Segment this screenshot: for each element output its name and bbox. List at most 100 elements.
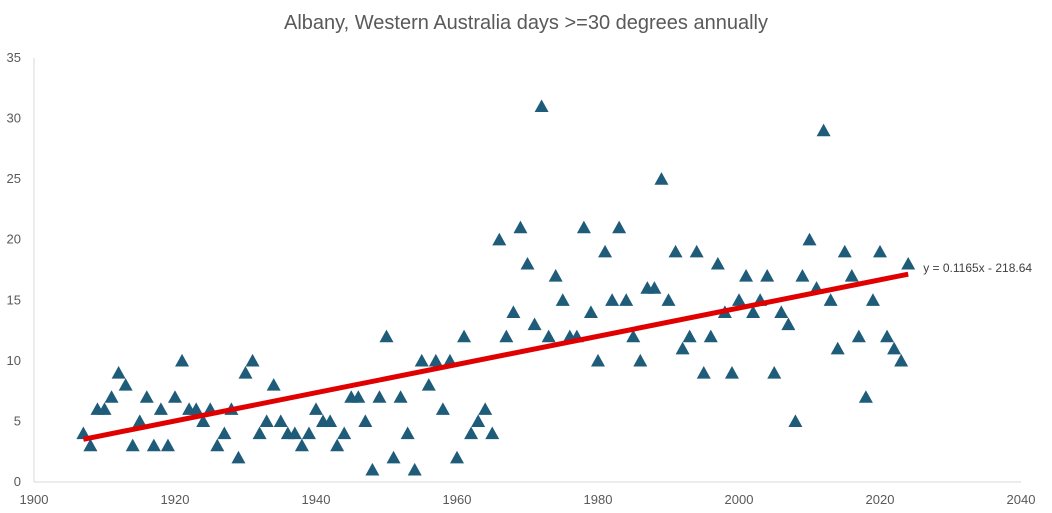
data-point — [189, 402, 204, 415]
data-point — [287, 426, 302, 440]
data-point — [379, 329, 394, 343]
data-point — [478, 402, 493, 415]
data-point — [393, 390, 408, 403]
data-point — [851, 329, 866, 343]
data-point — [661, 293, 676, 306]
data-point — [703, 329, 718, 343]
data-point — [259, 414, 274, 428]
data-point — [421, 378, 436, 391]
data-point — [125, 438, 140, 452]
data-point — [266, 378, 281, 391]
data-point — [548, 269, 563, 282]
data-point — [654, 172, 669, 185]
data-point — [865, 293, 880, 306]
data-point — [598, 244, 613, 258]
y-tick-label: 25 — [7, 171, 21, 186]
data-point — [238, 365, 253, 379]
data-point — [746, 305, 761, 318]
data-point — [816, 123, 831, 137]
data-point — [619, 293, 634, 306]
data-point — [132, 414, 147, 428]
data-point — [830, 341, 845, 355]
chart-title: Albany, Western Australia days >=30 degr… — [283, 12, 768, 34]
data-point — [104, 390, 119, 403]
data-point — [330, 438, 345, 452]
data-point — [710, 256, 725, 270]
data-point — [337, 426, 352, 440]
y-tick-labels: 0 5 10 15 20 25 30 35 — [7, 50, 21, 489]
data-point — [435, 402, 450, 415]
data-point — [464, 426, 479, 440]
trendline-equation: y = 0.1165x - 218.64 — [923, 261, 1032, 275]
y-tick-label: 5 — [14, 413, 21, 428]
data-point — [605, 293, 620, 306]
data-point — [294, 438, 309, 452]
data-point — [788, 414, 803, 428]
data-point — [858, 390, 873, 403]
data-point — [153, 402, 168, 415]
data-point — [633, 353, 648, 367]
data-point — [802, 232, 817, 246]
data-point — [309, 402, 323, 415]
data-point — [583, 305, 598, 318]
y-tick-label: 30 — [7, 111, 21, 126]
data-point — [210, 438, 225, 452]
data-point — [647, 281, 662, 294]
data-point — [837, 244, 852, 258]
y-tick-label: 15 — [7, 292, 21, 307]
data-point — [576, 220, 591, 234]
x-tick-label: 2040 — [1007, 492, 1036, 507]
data-point — [760, 269, 775, 282]
data-point — [513, 220, 528, 234]
data-point — [626, 329, 641, 343]
data-point — [372, 390, 387, 403]
data-point — [118, 378, 133, 391]
data-point — [873, 244, 887, 258]
x-tick-label: 1920 — [161, 492, 190, 507]
data-point — [175, 353, 190, 367]
x-tick-label: 1940 — [302, 492, 331, 507]
data-point — [591, 353, 605, 367]
data-point — [301, 426, 316, 440]
data-point — [245, 353, 260, 367]
data-point — [450, 450, 464, 464]
data-point — [739, 269, 754, 282]
x-tick-label: 1960 — [443, 492, 472, 507]
data-point — [168, 390, 182, 403]
data-point — [83, 438, 98, 452]
data-point — [351, 390, 366, 403]
data-point — [527, 317, 542, 331]
trendline — [82, 271, 909, 442]
data-point — [506, 305, 521, 318]
data-point — [668, 244, 683, 258]
data-point — [400, 426, 415, 440]
data-point — [555, 293, 570, 306]
data-point — [901, 256, 916, 270]
data-point — [844, 269, 859, 282]
data-point — [696, 365, 711, 379]
data-point — [774, 305, 789, 318]
data-point — [823, 293, 838, 306]
data-point — [252, 426, 267, 440]
y-tick-label: 0 — [14, 474, 21, 489]
y-tick-label: 35 — [7, 50, 21, 65]
data-point — [365, 462, 380, 476]
data-point — [485, 426, 500, 440]
x-tick-label: 2000 — [725, 492, 754, 507]
data-point — [689, 244, 704, 258]
data-point — [887, 341, 902, 355]
data-point — [795, 269, 810, 282]
x-tick-labels: 1900 1920 1940 1960 1980 2000 2020 2040 — [20, 492, 1036, 507]
data-point — [231, 450, 246, 464]
y-tick-label: 10 — [7, 353, 21, 368]
data-markers — [76, 99, 916, 476]
data-point — [457, 329, 472, 343]
data-point — [732, 293, 746, 306]
data-point — [612, 220, 627, 234]
data-point — [323, 414, 338, 428]
data-point — [520, 256, 535, 270]
data-point — [139, 390, 154, 403]
data-point — [499, 329, 514, 343]
data-point — [273, 414, 288, 428]
